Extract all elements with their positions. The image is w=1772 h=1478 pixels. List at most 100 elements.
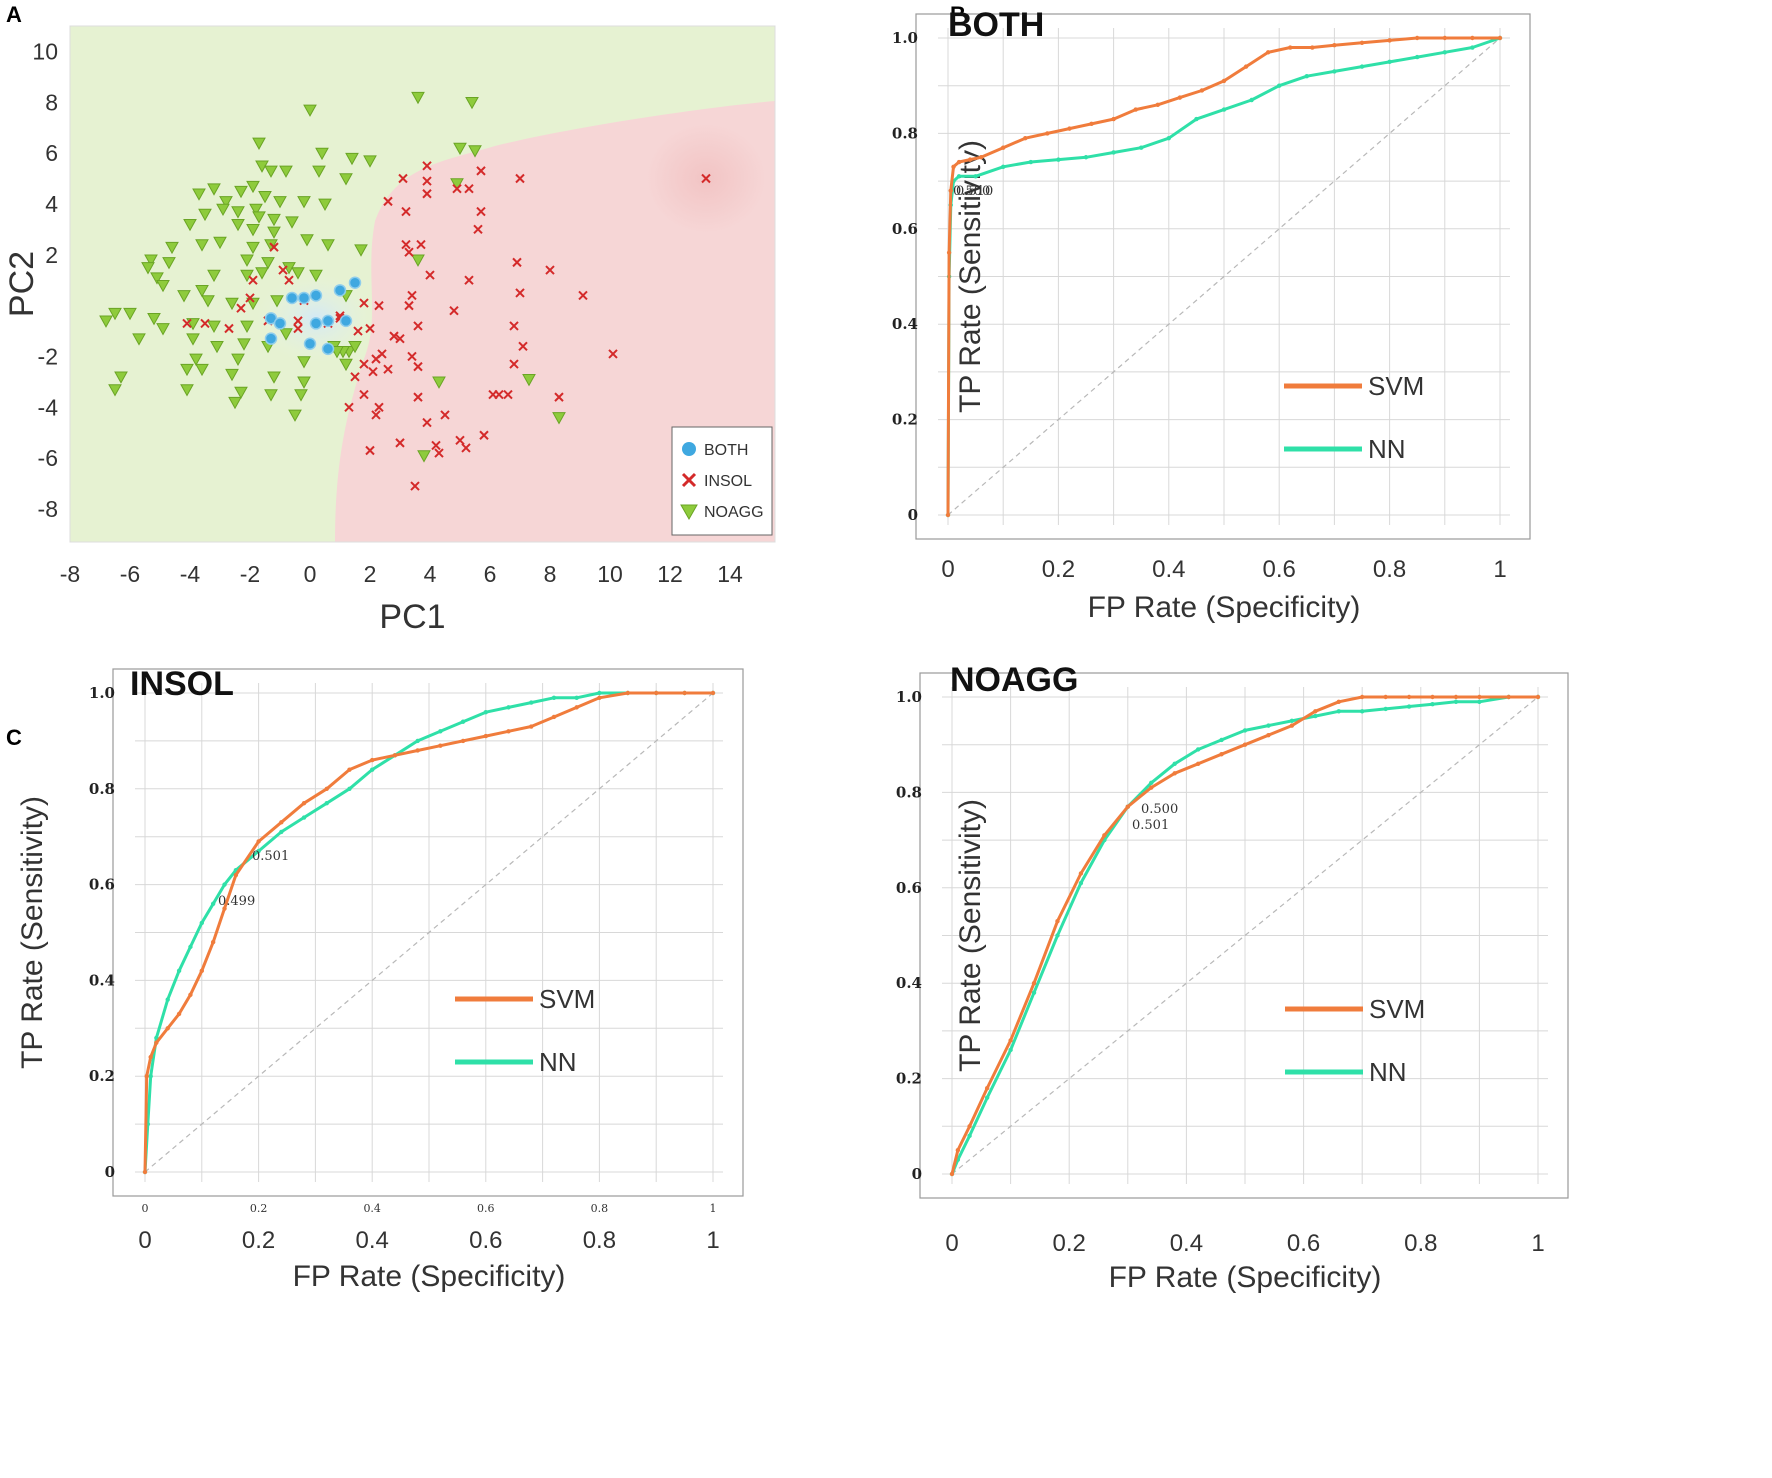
nn-point (529, 700, 534, 705)
nn-point (597, 690, 602, 696)
noagg-point (147, 313, 161, 326)
nn-point (551, 695, 557, 700)
svm-point (574, 705, 579, 710)
noagg-point (195, 285, 209, 298)
x-tick-label: -6 (120, 561, 140, 587)
both-point (348, 276, 362, 289)
legend-label-svm: SVM (539, 984, 595, 1014)
chart-title: INSOL (130, 665, 234, 703)
insol-point (440, 410, 450, 420)
insol-point (464, 183, 474, 194)
y-tick-label: 0.2 (89, 1067, 115, 1085)
both-point (309, 317, 323, 330)
nn-point (1078, 880, 1084, 886)
nn-point (1383, 706, 1388, 712)
svm-point (460, 738, 466, 744)
svm-point (415, 748, 420, 753)
insol-point (608, 349, 618, 359)
svm-point (1470, 35, 1475, 41)
noagg-point (315, 147, 329, 161)
diagonal-line (947, 37, 1501, 516)
noagg-point (231, 353, 245, 367)
nn-point (967, 1133, 972, 1139)
svm-point (984, 1085, 990, 1091)
threshold-annotation: 0.500 (953, 184, 990, 199)
noagg-point (177, 290, 191, 303)
nn-point (324, 800, 329, 806)
noagg-point (522, 374, 536, 387)
insol-point (578, 290, 588, 301)
svm-point (1415, 35, 1420, 41)
noagg-point (207, 183, 221, 196)
svm-point (222, 906, 227, 911)
x-tick-label: 0.8 (1404, 1230, 1437, 1257)
both-point (309, 289, 323, 302)
svm-point (529, 724, 534, 729)
noagg-point (303, 104, 317, 117)
svm-point (948, 188, 953, 193)
both-point (321, 314, 335, 328)
nn-point (984, 1095, 990, 1100)
nn-point (483, 709, 488, 715)
insol-point (371, 410, 381, 420)
noagg-point (450, 178, 464, 191)
x-tick-label: 0.4 (1152, 556, 1185, 583)
insol-point (554, 392, 564, 402)
svm-point (392, 753, 398, 758)
svm-point (1497, 35, 1503, 41)
noagg-point (321, 239, 335, 252)
svm-point (1289, 723, 1295, 728)
nn-point (1055, 933, 1060, 938)
plot-group: 0 0.2 0.4 0.6 0.8 1.0 0 0.2 0.4 0.6 0.8 1 0 0.2 0.4 0.6… (16, 665, 744, 1293)
insol-point (425, 270, 435, 280)
y-tick-label: 0.4 (892, 315, 918, 333)
nn-point (1031, 990, 1037, 995)
both-point (333, 284, 347, 297)
noagg-point (297, 196, 311, 209)
x-tick-label: 0 (945, 1230, 958, 1257)
y-tick-label: 0 (908, 506, 918, 524)
noagg-point (258, 191, 272, 204)
svm-point (1265, 50, 1271, 55)
insol-point (236, 303, 246, 313)
svm-point (1477, 694, 1482, 700)
noagg-point (162, 257, 176, 270)
insol-point (434, 448, 444, 458)
noagg-point (417, 450, 431, 463)
nn-point (1406, 704, 1412, 709)
svm-point (1219, 752, 1224, 757)
panel-letter-c: C (6, 725, 22, 750)
noagg-point (246, 180, 260, 194)
plot-frame (69, 25, 776, 543)
legend-label-svm: SVM (1368, 371, 1424, 401)
noagg-point (234, 185, 248, 199)
x-tick-label: 0 (138, 1227, 151, 1254)
nn-point (148, 1074, 153, 1079)
nn-point (1477, 699, 1482, 704)
nn-point (1056, 157, 1061, 162)
insol-point (284, 275, 294, 285)
insol-point (182, 318, 192, 329)
x-tick-label: 0.2 (1042, 556, 1075, 583)
svm-point (1359, 40, 1365, 45)
x-tick-label: -8 (60, 561, 80, 587)
insol-point (464, 275, 474, 285)
x-tick-label: 0.2 (1053, 1230, 1086, 1257)
svm-point (967, 157, 973, 162)
nn-point (1336, 709, 1341, 714)
insol-point (365, 445, 375, 456)
svm-point (949, 1171, 955, 1177)
noagg-point (267, 226, 281, 239)
noagg-point (261, 257, 275, 270)
nn-point (1277, 83, 1282, 88)
roc-chart-noagg: 0 0.2 0.4 0.6 0.8 1.0 0 0.2 0.4 0.6 0.8 1 FP Rate (S… (896, 661, 1569, 1294)
insol-point (398, 173, 408, 184)
legend-label-both: BOTH (704, 442, 748, 459)
nn-point (1453, 699, 1459, 704)
svm-point (188, 992, 193, 997)
nn-point (370, 767, 375, 772)
nn-point (1001, 164, 1006, 169)
x-tick-label: 0.6 (1263, 556, 1296, 583)
insol-point (449, 305, 459, 316)
noagg-point (189, 353, 203, 367)
